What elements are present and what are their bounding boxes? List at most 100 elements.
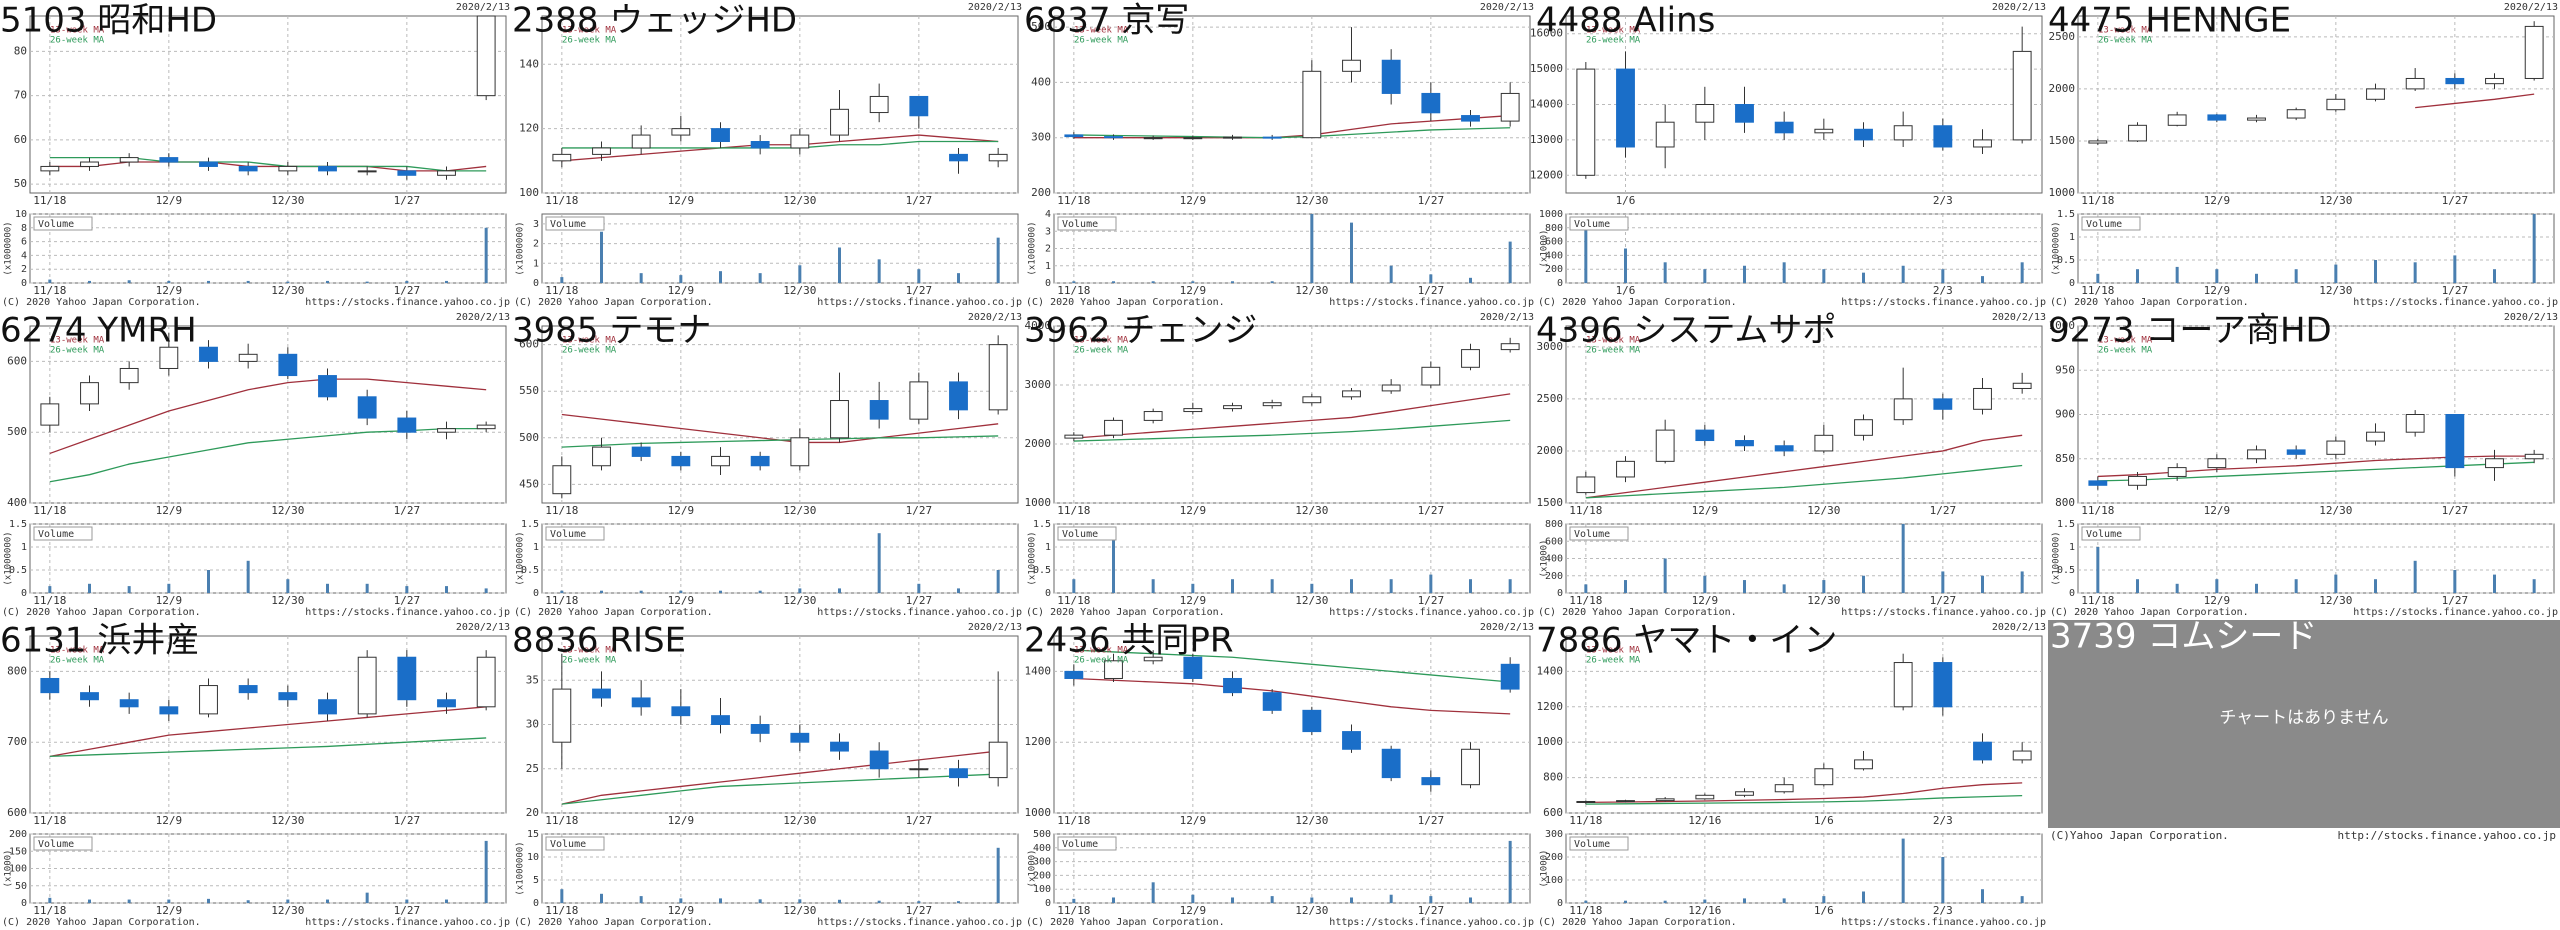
volume-bar — [2215, 269, 2219, 283]
volume-bar — [1151, 882, 1155, 903]
volume-bar — [1941, 857, 1945, 903]
candle-body — [1973, 139, 1992, 148]
volume-frame — [541, 213, 1019, 284]
y-tick-label: 16000 — [1530, 27, 1563, 40]
x-tick-label: 2/3 — [1933, 904, 1953, 917]
candle-body — [552, 688, 572, 743]
moving-average — [1585, 464, 2023, 499]
y-tick-label: 3 — [533, 219, 539, 230]
panel-title: 3739 コムシード — [2050, 617, 2317, 657]
x-tick-label: 1/27 — [394, 284, 421, 297]
source-url: http://stocks.finance.yahoo.co.jp — [2337, 829, 2556, 842]
y-tick-label: 0 — [1557, 898, 1563, 909]
volume-bar — [405, 586, 409, 593]
plot-frame — [29, 15, 507, 194]
x-tick-label: 1/27 — [906, 194, 933, 207]
volume-bar — [1310, 214, 1314, 283]
x-tick-label: 12/30 — [271, 814, 304, 827]
x-tick-label: 12/30 — [271, 194, 304, 207]
y-tick-label: 3000 — [1025, 378, 1052, 391]
candle-body — [278, 692, 298, 701]
y-tick-label: 1.5 — [2057, 519, 2075, 530]
x-tick-label: 11/18 — [1057, 594, 1090, 607]
volume-bar — [2453, 570, 2457, 593]
candle-body — [357, 656, 377, 715]
chart-panel: 100 120 140 0 1 2 3 11/18 11/18 12/9 12/9 12/30 12/3… — [512, 1, 1022, 309]
y-tick-label: 2 — [21, 264, 27, 275]
candle-body — [1381, 59, 1401, 94]
volume-bar — [798, 588, 802, 593]
x-tick-label: 12/30 — [271, 504, 304, 517]
volume-bar — [1663, 262, 1667, 283]
legend-entry: 13-week MA — [562, 646, 617, 656]
moving-average — [2415, 93, 2535, 109]
legend-entry: 13-week MA — [50, 646, 105, 656]
x-tick-label: 12/9 — [1692, 594, 1719, 607]
y-tick-label: 6 — [21, 237, 27, 248]
volume-bar — [48, 586, 52, 593]
volume-bar — [326, 583, 329, 593]
candle-body — [1933, 662, 1953, 708]
candle-body — [1183, 656, 1203, 679]
candle-body — [1381, 748, 1401, 779]
candle-body — [2012, 750, 2032, 761]
candle-body — [1655, 798, 1675, 802]
volume-legend: Volume — [38, 839, 74, 850]
y-tick-label: 1 — [533, 542, 539, 553]
legend-entry: 13-week MA — [562, 336, 617, 346]
candle-body — [592, 446, 611, 467]
legend-entry: 26-week MA — [1586, 656, 1641, 666]
y-tick-label: 400 — [1545, 554, 1563, 565]
volume-bar — [48, 279, 52, 283]
y-tick-label: 140 — [519, 57, 539, 70]
source-url: https://stocks.finance.yahoo.co.jp — [2353, 607, 2558, 618]
candle-body — [988, 741, 1008, 779]
copyright: (C) 2020 Yahoo Japan Corporation. — [1026, 917, 1225, 928]
x-tick-label: 12/9 — [156, 594, 183, 607]
candle-body — [1616, 800, 1635, 803]
volume-bar — [1270, 281, 1274, 283]
candle-body — [1616, 68, 1635, 148]
x-tick-label: 12/30 — [2319, 504, 2352, 517]
y-tick-label: 1000 — [2049, 186, 2076, 199]
candle-body — [2247, 449, 2266, 460]
x-tick-label: 1/27 — [394, 904, 421, 917]
y-tick-label: 1000 — [1025, 496, 1052, 509]
volume-bar — [167, 280, 171, 283]
candle-body — [2167, 114, 2187, 126]
x-tick-label: 12/9 — [2204, 594, 2231, 607]
plot-frame — [2077, 15, 2555, 194]
legend-entry: 26-week MA — [2098, 36, 2153, 46]
candle-body — [2247, 117, 2266, 121]
candle-body — [592, 147, 611, 155]
volume-bar — [1862, 272, 1865, 283]
x-tick-label: 12/9 — [2204, 504, 2231, 517]
candle-body — [2088, 140, 2108, 144]
candle-body — [1302, 396, 1322, 404]
candle-body — [671, 455, 691, 467]
volume-bar — [1072, 579, 1076, 593]
x-tick-label: 11/18 — [1569, 814, 1602, 827]
x-tick-label: 12/16 — [1688, 814, 1721, 827]
x-tick-label: 11/18 — [1057, 504, 1090, 517]
candle-body — [1223, 677, 1242, 694]
candle-body — [592, 688, 611, 699]
volume-frame — [1565, 833, 2043, 904]
candle-body — [750, 455, 770, 467]
volume-bar — [2413, 560, 2417, 593]
candle-body — [159, 346, 179, 369]
y-tick-label: 400 — [1031, 75, 1051, 88]
x-tick-label: 12/9 — [668, 904, 695, 917]
chart-panel: 20 25 30 35 0 5 10 15 11/18 11/18 12/9 12/9 12/30 12/… — [512, 621, 1022, 929]
moving-average — [49, 706, 487, 757]
candle-body — [1854, 128, 1873, 141]
legend-entry: 26-week MA — [562, 656, 617, 666]
x-tick-label: 12/9 — [2204, 284, 2231, 297]
candle-body — [238, 353, 258, 362]
y-tick-label: 500 — [1031, 20, 1051, 33]
x-tick-label: 11/18 — [2081, 504, 2114, 517]
moving-average — [561, 134, 999, 162]
candle-body — [750, 724, 770, 734]
volume-bar — [1429, 896, 1433, 903]
moving-average — [1073, 393, 1511, 439]
